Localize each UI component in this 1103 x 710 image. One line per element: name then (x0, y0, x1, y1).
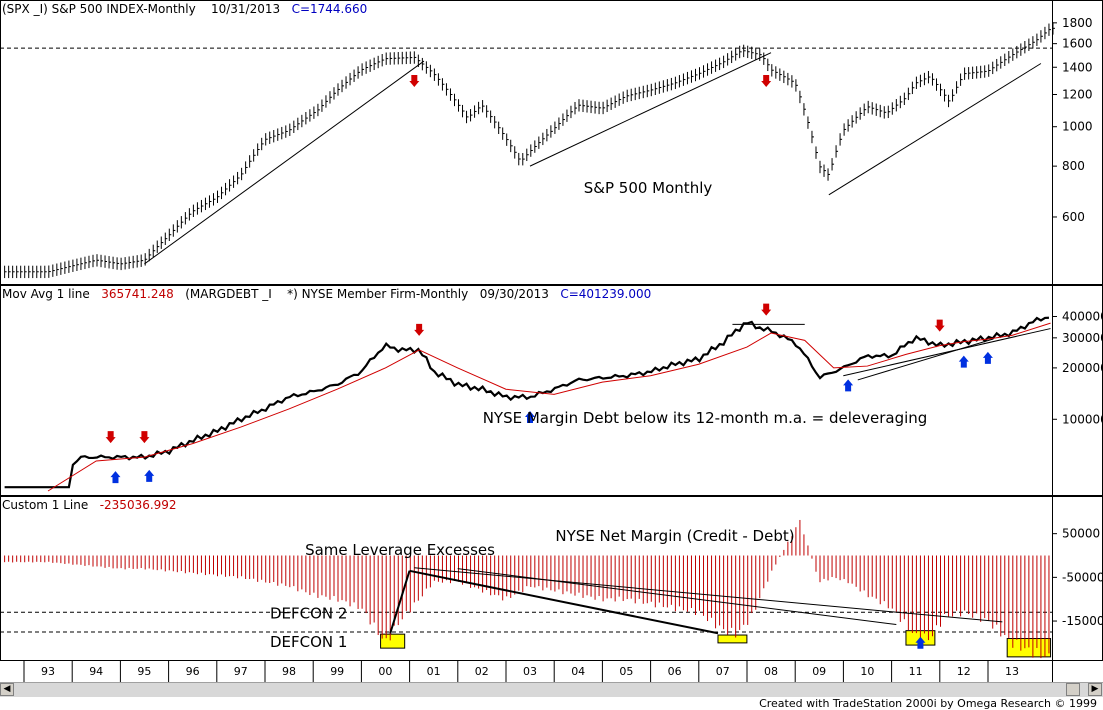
panel2-close: C=401239.000 (560, 287, 652, 301)
panel3-name: Custom 1 Line (2, 498, 89, 512)
x-tick-label: 93 (41, 665, 55, 678)
margin-up-arrow (110, 471, 121, 484)
margin-trendline (857, 338, 993, 381)
spx-down-arrow (409, 75, 420, 87)
spx-chart-title: S&P 500 Monthly (584, 179, 713, 197)
defcon-label: DEFCON 2 (270, 604, 347, 622)
panel1-header: (SPX _I) S&P 500 INDEX-Monthly 10/31/201… (2, 2, 367, 16)
defcon-highlight-box (717, 634, 748, 644)
spx-trendline (828, 63, 1042, 196)
panel-1-border (0, 0, 1103, 285)
scroll-right-button[interactable]: ▶ (1088, 683, 1102, 696)
margin-down-arrow (934, 319, 945, 332)
x-tick-label: 11 (909, 665, 923, 678)
x-tick-label: 96 (186, 665, 200, 678)
spx-y-label: 800 (1062, 159, 1085, 173)
spx-y-label: 1200 (1062, 87, 1093, 101)
defcon-highlight-box (380, 633, 406, 649)
margin-y-label: 300000 (1062, 331, 1103, 345)
panel3-value: -235036.992 (99, 498, 177, 512)
panel2-symbol: (MARGDEBT _I *) NYSE Member Firm-Monthly (185, 287, 469, 301)
spx-y-label: 1800 (1062, 16, 1093, 30)
horizontal-scrollbar[interactable]: ◀ ▶ (0, 682, 1103, 697)
x-tick-label: 95 (137, 665, 151, 678)
spx-down-arrow (761, 75, 772, 87)
spx-y-label: 1000 (1062, 120, 1093, 134)
margin-trendline (843, 328, 1051, 377)
spx-trendline (529, 52, 772, 167)
x-tick-label: 05 (619, 665, 633, 678)
net-y-label: -50000 (1062, 570, 1103, 584)
leverage-trendline (409, 569, 719, 635)
margin-up-arrow (958, 355, 969, 368)
margin-up-arrow (843, 379, 854, 392)
spx-y-label: 600 (1062, 210, 1085, 224)
axis-labels: 93 94 95 96 97 98 99 00 01 02 03 04 05 06 07 08 09 10 11 12… (23, 16, 1103, 682)
net-y-label: 50000 (1062, 527, 1100, 541)
x-tick-label: 10 (860, 665, 874, 678)
margin-debt-line (4, 316, 1049, 489)
x-tick-label: 94 (89, 665, 103, 678)
x-tick-label: 07 (716, 665, 730, 678)
panel-frames (0, 0, 1103, 682)
spx-trendline (144, 60, 425, 265)
panel3-header: Custom 1 Line -235036.992 (2, 498, 177, 512)
leverage-trendline (389, 570, 411, 634)
margin-down-arrow (414, 323, 425, 336)
leverage-annotation: Same Leverage Excesses (305, 541, 495, 559)
panel1-symbol: (SPX _I) S&P 500 INDEX-Monthly (2, 2, 196, 16)
x-tick-label: 06 (668, 665, 682, 678)
leverage-trendline (457, 568, 897, 626)
x-tick-label: 00 (378, 665, 392, 678)
x-tick-label: 13 (1005, 665, 1019, 678)
x-tick-label: 97 (234, 665, 248, 678)
spx-y-label: 1400 (1062, 60, 1093, 74)
scroll-left-button[interactable]: ◀ (0, 683, 14, 696)
defcon-label: DEFCON 1 (270, 633, 347, 651)
chart-canvas: S&P 500 Monthly NYSE Margin Debt below it… (0, 0, 1103, 682)
panel1-date: 10/31/2013 (210, 2, 281, 16)
margin-annotation: NYSE Margin Debt below its 12-month m.a.… (483, 409, 928, 427)
panel1-close: C=1744.660 (291, 2, 368, 16)
x-tick-label: 08 (764, 665, 778, 678)
margin-down-arrow (139, 431, 150, 444)
net-y-label: -150000 (1062, 614, 1103, 628)
x-tick-label: 01 (427, 665, 441, 678)
x-tick-label: 99 (330, 665, 344, 678)
spx-y-label: 1600 (1062, 37, 1093, 51)
data-series (4, 22, 1055, 659)
margin-up-arrow (144, 469, 155, 482)
panel2-name: Mov Avg 1 line (2, 287, 90, 301)
panel-3-border (0, 496, 1103, 661)
margin-y-label: 400000 (1062, 310, 1103, 324)
panel2-value: 365741.248 (101, 287, 174, 301)
x-tick-label: 09 (812, 665, 826, 678)
margin-y-label: 200000 (1062, 361, 1103, 375)
net-up-arrow (915, 636, 926, 649)
margin-moving-average-line (47, 322, 1051, 492)
margin-down-arrow (761, 303, 772, 316)
x-tick-label: 02 (475, 665, 489, 678)
x-tick-label: 03 (523, 665, 537, 678)
x-tick-label: 12 (957, 665, 971, 678)
leverage-trendline (414, 567, 1003, 623)
margin-up-arrow (525, 411, 535, 424)
annotations: S&P 500 Monthly NYSE Margin Debt below it… (105, 52, 1051, 651)
margin-y-label: 100000 (1062, 412, 1103, 426)
x-tick-label: 98 (282, 665, 296, 678)
net-margin-title: NYSE Net Margin (Credit - Debt) (555, 527, 794, 545)
gridlines (0, 47, 1052, 633)
panel2-date: 09/30/2013 (479, 287, 549, 301)
scroll-thumb[interactable] (1066, 683, 1080, 696)
margin-up-arrow (982, 351, 993, 364)
panel2-header: Mov Avg 1 line 365741.248 (MARGDEBT _I *… (2, 287, 651, 301)
x-tick-label: 04 (571, 665, 585, 678)
footer-credit: Created with TradeStation 2000i by Omega… (759, 697, 1097, 710)
margin-down-arrow (105, 431, 116, 444)
